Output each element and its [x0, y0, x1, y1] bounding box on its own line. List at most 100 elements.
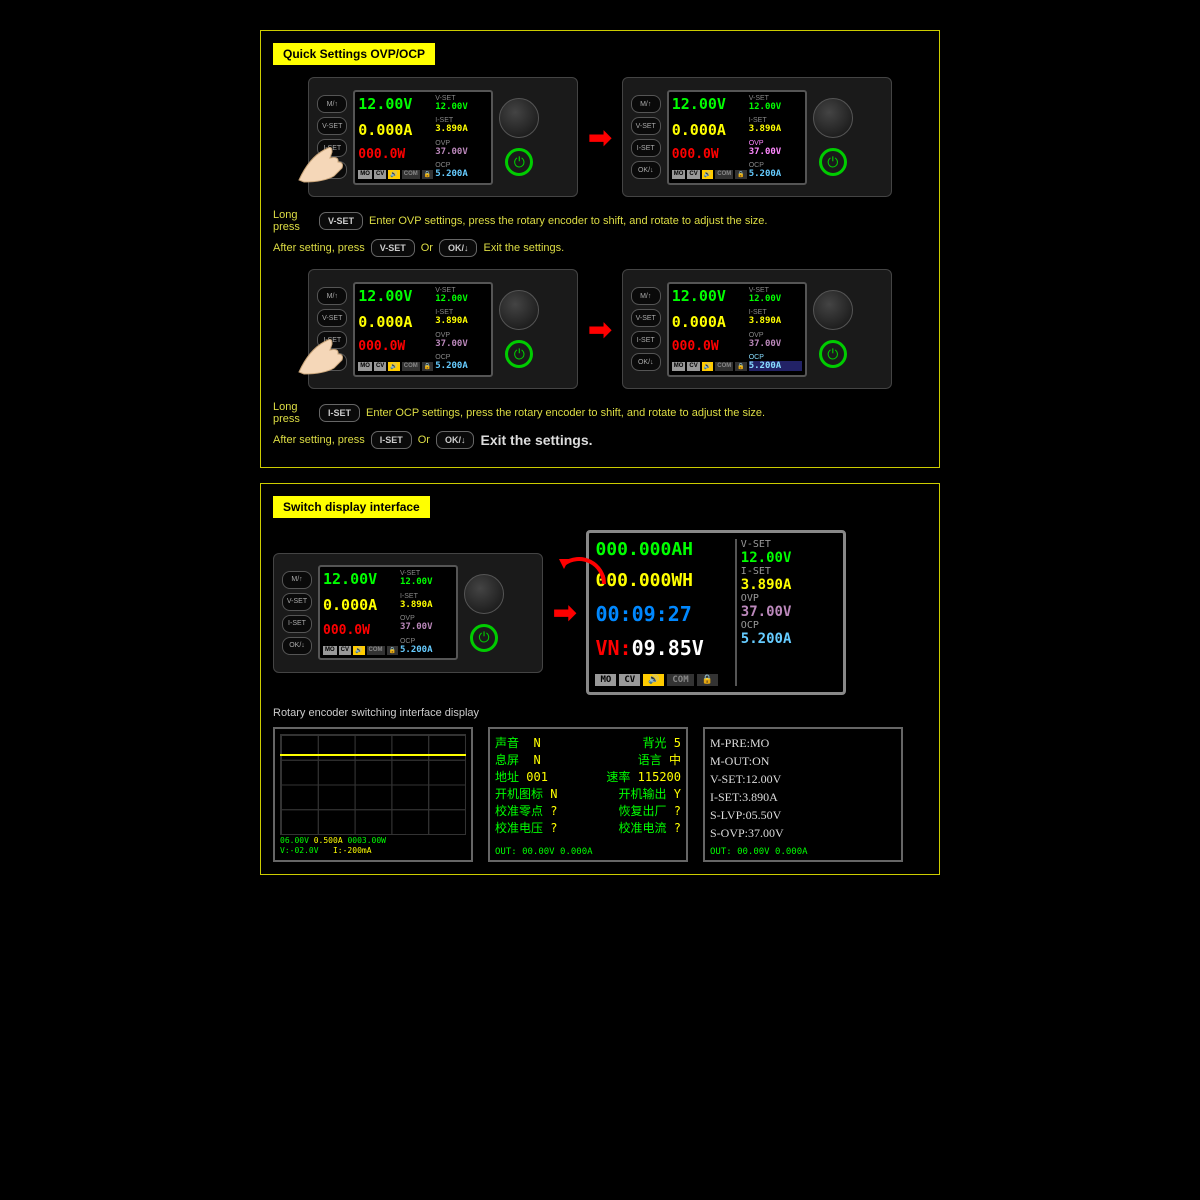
ocp-label: OCP	[435, 162, 488, 169]
device-panel: M/↑ V-SET I-SET OK/↓ 12.00V 0.000A 000.0…	[273, 553, 543, 673]
btn-iset[interactable]: I-SET	[317, 331, 347, 349]
btn-iset[interactable]: I-SET	[317, 139, 347, 157]
osc-a: 0.500A	[314, 836, 343, 845]
instruction-ocp-enter: Long press I-SET Enter OCP settings, pre…	[273, 401, 927, 425]
cn-baud: 速率	[606, 770, 630, 784]
status-lock: 🔒	[735, 170, 746, 179]
oscilloscope-screen: 06.00V 0.500A 0003.00W V:-02.0V I:-200mA	[273, 727, 473, 862]
vset-val: 12.00V	[741, 550, 838, 566]
status-mo: MO	[595, 674, 616, 686]
iset-val: 3.890A	[749, 316, 802, 326]
readout-wh: 000.000WH	[595, 570, 730, 591]
long-press-label: Long press	[273, 401, 313, 425]
btn-iset[interactable]: I-SET	[631, 139, 661, 157]
panel-ovp-ocp: Quick Settings OVP/OCP M/↑ V-SET I-SET O…	[260, 30, 940, 468]
cn-sound: 声音	[495, 736, 519, 750]
status-lock: 🔒	[735, 362, 746, 371]
readout-time: 00:09:27	[595, 602, 730, 626]
device-screen: 12.00V 0.000A 000.0W MO CV 🔊 COM 🔒 V-SET…	[667, 90, 807, 185]
readout-current: 0.000A	[672, 313, 747, 331]
btn-vset[interactable]: V-SET	[631, 117, 661, 135]
btn-ok[interactable]: OK/↓	[282, 637, 312, 655]
ocp-val: 5.200A	[400, 645, 453, 655]
readout-current: 0.000A	[358, 313, 433, 331]
readout-voltage: 12.00V	[672, 95, 747, 113]
ovp-val: 37.00V	[400, 622, 453, 632]
cn-out: OUT: 00.00V 0.000A	[495, 847, 593, 857]
long-press-label: Long press	[273, 209, 313, 233]
iset-val: 3.890A	[435, 316, 488, 326]
osc-vscale: V:-02.0V	[280, 846, 319, 855]
btn-vset[interactable]: V-SET	[282, 593, 312, 611]
btn-m-up[interactable]: M/↑	[317, 95, 347, 113]
status-com: COM	[715, 362, 733, 371]
rotary-knob[interactable]	[499, 98, 539, 138]
btn-iset[interactable]: I-SET	[631, 331, 661, 349]
ocp-label-hl: OCP	[749, 354, 802, 361]
readout-current: 0.000A	[672, 121, 747, 139]
btn-ok[interactable]: OK/↓	[317, 353, 347, 371]
readout-voltage: 12.00V	[672, 287, 747, 305]
btn-ok[interactable]: OK/↓	[631, 353, 661, 371]
vset-val: 12.00V	[435, 102, 488, 112]
btn-vset[interactable]: V-SET	[631, 309, 661, 327]
btn-m-up[interactable]: M/↑	[631, 287, 661, 305]
power-button[interactable]: ⏻	[470, 624, 498, 652]
rotary-knob[interactable]	[499, 290, 539, 330]
rotary-knob[interactable]	[464, 574, 504, 614]
btn-vset[interactable]: V-SET	[317, 117, 347, 135]
ovp-label: OVP	[741, 593, 838, 604]
iset-label: I-SET	[749, 309, 802, 316]
device-row-ovp: M/↑ V-SET I-SET OK/↓ 12.00V 0.000A 000.0…	[273, 77, 927, 197]
device-screen: 12.00V 0.000A 000.0W MO CV 🔊 COM 🔒 V-SET…	[318, 565, 458, 660]
caption-rotary: Rotary encoder switching interface displ…	[273, 707, 927, 719]
vset-label: V-SET	[435, 95, 488, 102]
readout-vn: VN:09.85V	[595, 636, 730, 660]
btn-ok[interactable]: OK/↓	[317, 161, 347, 179]
status-cv: CV	[374, 170, 386, 179]
status-lock: 🔒	[387, 646, 398, 655]
btn-vset[interactable]: V-SET	[317, 309, 347, 327]
vset-label: V-SET	[749, 287, 802, 294]
osc-w: 0003.00W	[347, 836, 386, 845]
ocp-val-hl: 5.200A	[749, 361, 802, 371]
ovp-label: OVP	[400, 615, 453, 622]
preset-mpre: M-PRE:MO	[710, 734, 896, 752]
btn-ok[interactable]: OK/↓	[631, 161, 661, 179]
status-mo: MO	[323, 646, 337, 655]
enter-ocp-text: Enter OCP settings, press the rotary enc…	[366, 407, 765, 419]
ocp-val: 5.200A	[435, 169, 488, 179]
readout-current: 0.000A	[323, 596, 398, 614]
iset-label: I-SET	[400, 593, 453, 600]
device-panel: M/↑ V-SET I-SET OK/↓ 12.00V 0.000A 000.0…	[308, 269, 578, 389]
rotary-knob[interactable]	[813, 290, 853, 330]
instr-iset-btn: I-SET	[319, 404, 360, 422]
ocp-label: OCP	[435, 354, 488, 361]
power-button[interactable]: ⏻	[505, 340, 533, 368]
power-button[interactable]: ⏻	[819, 148, 847, 176]
iset-val: 3.890A	[435, 124, 488, 134]
device-screen: 12.00V 0.000A 000.0W MO CV 🔊 COM 🔒 V-SET…	[667, 282, 807, 377]
power-button[interactable]: ⏻	[819, 340, 847, 368]
cn-sleep: 息屏	[495, 753, 519, 767]
osc-iscale: I:-200mA	[333, 846, 372, 855]
readout-current: 0.000A	[358, 121, 433, 139]
ovp-val: 37.00V	[435, 147, 488, 157]
status-mo: MO	[672, 170, 686, 179]
device-panel: M/↑ V-SET I-SET OK/↓ 12.00V 0.000A 000.0…	[622, 269, 892, 389]
preset-slvp: S-LVP:05.50V	[710, 806, 896, 824]
btn-m-up[interactable]: M/↑	[317, 287, 347, 305]
vset-label: V-SET	[435, 287, 488, 294]
or-text: Or	[421, 242, 433, 254]
status-mo: MO	[358, 362, 372, 371]
preset-screen: M-PRE:MO M-OUT:ON V-SET:12.00V I-SET:3.8…	[703, 727, 903, 862]
btn-iset[interactable]: I-SET	[282, 615, 312, 633]
status-row: MO CV 🔊 COM 🔒	[358, 170, 433, 179]
ovp-label-hl: OVP	[749, 140, 802, 147]
cn-bootout: 开机输出	[619, 787, 667, 801]
btn-m-up[interactable]: M/↑	[282, 571, 312, 589]
settings-screen-cn: 声音 N背光 5 息屏 N语言 中 地址 001速率 115200 开机图标 N…	[488, 727, 688, 862]
rotary-knob[interactable]	[813, 98, 853, 138]
btn-m-up[interactable]: M/↑	[631, 95, 661, 113]
power-button[interactable]: ⏻	[505, 148, 533, 176]
